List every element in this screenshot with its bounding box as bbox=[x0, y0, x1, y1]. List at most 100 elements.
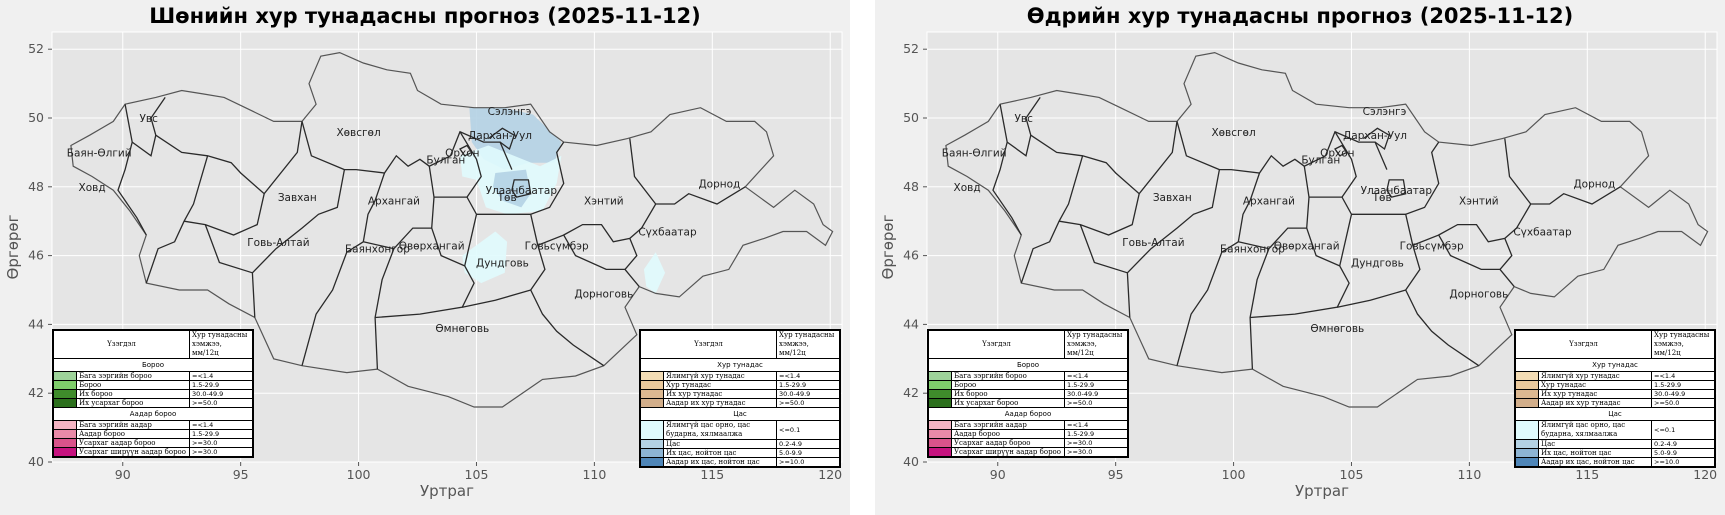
x-tick-label: 105 bbox=[465, 467, 489, 482]
legend-swatch bbox=[1515, 439, 1539, 449]
y-tick-label: 46 bbox=[903, 248, 919, 263]
province-border bbox=[629, 138, 657, 205]
legend-section-title: Цас bbox=[1515, 407, 1715, 421]
province-label: Сэлэнгэ bbox=[1363, 106, 1407, 118]
legend-label: Их хур тунадас bbox=[1538, 389, 1652, 399]
legend-row: Их бороо 30.0-49.9 bbox=[928, 389, 1128, 399]
province-border bbox=[1238, 166, 1310, 250]
legend-section-title: Аадар бороо bbox=[928, 407, 1128, 421]
province-label: Ховд bbox=[79, 182, 106, 194]
province-label: Улаанбаатар bbox=[486, 185, 558, 197]
province-border bbox=[183, 193, 265, 236]
legend-row: Аадар их цас, нойтон цас >=10.0 bbox=[1515, 457, 1715, 467]
legend-row: Бага зэргийн бороо =<1.4 bbox=[928, 371, 1128, 381]
legend-swatch bbox=[928, 380, 952, 390]
plot-frame bbox=[926, 31, 1718, 463]
legend-row: Их цас, нойтон цас 5.0-9.9 bbox=[640, 448, 840, 458]
legend-label: Ялимгүй хур тунадас bbox=[663, 371, 777, 381]
province-border bbox=[1362, 127, 1390, 151]
province-label: Хөвсгөл bbox=[1211, 127, 1255, 139]
province-label: Өмнөговь bbox=[435, 323, 489, 335]
province-label: Баян-Өлгий bbox=[67, 147, 132, 159]
province-border bbox=[487, 127, 515, 151]
province-label: Дорноговь bbox=[574, 288, 633, 300]
province-label: Хөвсгөл bbox=[336, 127, 380, 139]
province-border bbox=[1126, 130, 1388, 274]
province-label: Баянхонгор bbox=[1220, 244, 1285, 256]
legend-row: Ялимгүй цас орно, цас бударна, хялмаалжа… bbox=[1515, 420, 1715, 440]
legend-swatch bbox=[928, 420, 952, 430]
legend-swatch bbox=[53, 380, 77, 390]
rain-legend-left: Үзэгдэл Хур тунадасны хэмжээ, мм/12ц Бороо… bbox=[927, 329, 1129, 458]
legend-row: Аадар их цас, нойтон цас >=10.0 bbox=[640, 457, 840, 467]
province-label: Орхон bbox=[1320, 147, 1354, 159]
legend-header-amount: Хур тунадасны хэмжээ, мм/12ц bbox=[776, 330, 840, 359]
y-tick-label: 50 bbox=[903, 110, 919, 125]
legend-value: <=0.1 bbox=[776, 420, 840, 440]
legend-label: Усархаг ширүүн аадар бороо bbox=[951, 447, 1065, 457]
day-forecast-panel: Өдрийн хур тунадасны прогноз (2025-11-12… bbox=[875, 0, 1725, 515]
province-border bbox=[1504, 138, 1532, 205]
province-border bbox=[375, 227, 475, 319]
legend-row: Их цас, нойтон цас 5.0-9.9 bbox=[1515, 448, 1715, 458]
province-border bbox=[301, 172, 386, 366]
precip-area bbox=[462, 231, 508, 284]
y-tick-label: 46 bbox=[28, 248, 44, 263]
legend-label: Хур тунадас bbox=[1538, 380, 1652, 390]
legend-label: Усархаг аадар бороо bbox=[951, 438, 1065, 448]
province-border bbox=[459, 131, 482, 198]
legend-value: 30.0-49.9 bbox=[776, 389, 840, 399]
legend-label: Ялимгүй цас орно, цас бударна, хялмаалжа bbox=[663, 420, 777, 440]
legend-value: 1.5-29.9 bbox=[189, 380, 253, 390]
legend-row: Бороо 1.5-29.9 bbox=[928, 380, 1128, 390]
legend-value: >=30.0 bbox=[1064, 447, 1128, 457]
legend-label: Ялимгүй цас орно, цас бударна, хялмаалжа bbox=[1538, 420, 1652, 440]
legend-value: 30.0-49.9 bbox=[1064, 389, 1128, 399]
legend-value: 0.2-4.9 bbox=[1651, 439, 1715, 449]
province-label: Сүхбаатар bbox=[638, 227, 697, 239]
x-tick-label: 120 bbox=[818, 467, 842, 482]
province-label: Говь-Алтай bbox=[1122, 237, 1184, 249]
province-label: Дорнод bbox=[698, 178, 740, 190]
province-label: Говьсүмбэр bbox=[1400, 240, 1464, 252]
province-label: Завхан bbox=[1153, 192, 1192, 204]
legend-swatch bbox=[640, 371, 664, 381]
legend-row: Усархаг ширүүн аадар бороо >=30.0 bbox=[928, 447, 1128, 457]
legend-value: =<1.4 bbox=[1651, 371, 1715, 381]
legend-value: 1.5-29.9 bbox=[1064, 429, 1128, 439]
province-border bbox=[1079, 224, 1131, 318]
y-tick-label: 44 bbox=[28, 316, 44, 331]
legend-row: Бага зэргийн аадар =<1.4 bbox=[53, 420, 253, 430]
legend-swatch bbox=[53, 371, 77, 381]
province-border bbox=[1405, 234, 1515, 291]
province-label: Дархан-Уул bbox=[1343, 130, 1407, 142]
province-border bbox=[462, 289, 605, 367]
legend-label: Их бороо bbox=[76, 389, 190, 399]
legend-header-phenomenon: Үзэгдэл bbox=[1515, 330, 1652, 359]
legend-swatch bbox=[1515, 371, 1539, 381]
province-border bbox=[1176, 172, 1261, 366]
province-border bbox=[1176, 121, 1220, 171]
snow-legend-right: Үзэгдэл Хур тунадасны хэмжээ, мм/12ц Хур т… bbox=[1514, 329, 1716, 468]
province-label: Дундговь bbox=[476, 257, 529, 269]
legend-label: Их цас, нойтон цас bbox=[1538, 448, 1652, 458]
province-label: Дархан-Уул bbox=[468, 130, 532, 142]
x-tick-label: 110 bbox=[1457, 467, 1481, 482]
legend-row: Ялимгүй цас орно, цас бударна, хялмаалжа… bbox=[640, 420, 840, 440]
province-border bbox=[1020, 155, 1084, 284]
legend-value: 0.2-4.9 bbox=[776, 439, 840, 449]
province-border bbox=[434, 196, 478, 267]
legend-row: Бага зэргийн бороо =<1.4 bbox=[53, 371, 253, 381]
y-tick-label: 48 bbox=[28, 179, 44, 194]
snow-legend-right: Үзэгдэл Хур тунадасны хэмжээ, мм/12ц Хур т… bbox=[639, 329, 841, 468]
legend-value: >=50.0 bbox=[1651, 398, 1715, 408]
y-tick-label: 48 bbox=[903, 179, 919, 194]
legend-row: Их хур тунадас 30.0-49.9 bbox=[1515, 389, 1715, 399]
legend-table: Үзэгдэл Хур тунадасны хэмжээ, мм/12ц Бороо… bbox=[53, 330, 253, 457]
province-border bbox=[204, 224, 256, 318]
x-tick-label: 95 bbox=[233, 467, 249, 482]
legend-row: Бороо 1.5-29.9 bbox=[53, 380, 253, 390]
legend-header-phenomenon: Үзэгдэл bbox=[928, 330, 1065, 359]
province-label: Төв bbox=[497, 192, 517, 204]
province-border bbox=[563, 186, 746, 243]
